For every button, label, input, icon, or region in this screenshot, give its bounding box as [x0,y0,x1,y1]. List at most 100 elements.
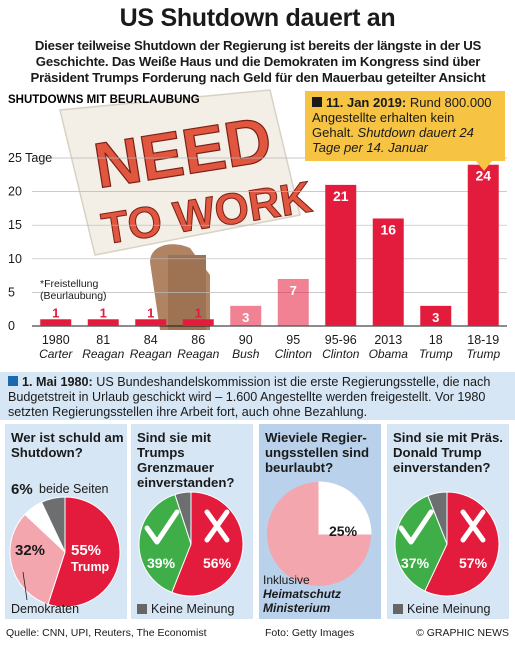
bar [467,164,499,326]
bar-value-label: 16 [380,221,396,237]
pie-slice-democrats [9,513,66,605]
x-tick-label: 86 [191,333,205,347]
trump-label: Trump [71,560,110,574]
x-president-label: Trump [466,347,500,361]
x-president-label: Bush [232,347,260,361]
bar-value-label: 1 [195,305,202,320]
copyright: © GRAPHIC NEWS [416,627,509,639]
both-pct-label: 6% [11,481,33,498]
source-text: Quelle: CNN, UPI, Reuters, The Economist [6,627,207,639]
dem-footer: Demokraten [11,602,80,616]
grey-swatch-icon [137,604,147,614]
bar-value-label: 3 [242,310,249,325]
x-president-label: Reagan [177,347,219,361]
x-president-label: Clinton [275,347,313,361]
x-president-label: Clinton [322,347,360,361]
y-tick-label: 0 [8,319,15,333]
y-tick-label: 5 [8,285,15,299]
both-label: beide Seiten [39,482,109,496]
page-title: US Shutdown dauert an [119,4,396,32]
pie-slice-no-opinion [174,491,192,545]
cross-icon [460,509,486,543]
bar [277,278,309,326]
bar [40,319,72,326]
bar-value-label: 1 [100,305,107,320]
pie-slice-yes [138,493,192,593]
photo-credit: Foto: Getty Images [265,627,355,639]
x-president-label: Reagan [82,347,124,361]
info-italic: Shutdown dauert 24 Tage per 14. Januar [312,125,474,155]
bar-series: 1 1 1 1 3 7 21 16 3 24 [40,164,499,326]
poll-question: Sind sie mit Präs. Donald Trump einverst… [393,430,503,475]
x-tick-label: 81 [96,333,110,347]
pie-chart-approval: 37% 57% [394,491,500,597]
bar-value-label: 21 [333,188,349,204]
y-tick-label: 20 [8,185,22,199]
x-tick-label: 95-96 [325,333,357,347]
annotation-line1: *Freistellung (Beurlaubung) [40,278,107,302]
poll-panel-agencies: Wieviele Regier-ungsstellen sind beurlau… [259,424,381,619]
x-tick-label: 18-19 [467,333,499,347]
pie-slice-no-opinion [427,491,448,545]
history-note: 1. Mai 1980: US Bundeshandelskommission … [0,372,515,420]
check-icon [398,509,434,545]
note-text: US Bundeshandelskommission ist die erste… [8,375,491,419]
leader-line [22,571,28,601]
no-pct-label: 56% [203,555,232,571]
x-tick-label: 2013 [374,333,402,347]
protest-photo: NEED TO WORK [59,89,316,330]
info-text: Rund 800.000 Angestellte erhalten kein G… [312,95,492,140]
pie-chart-blame: 6% beide Seiten 32% 55% Trump [9,481,121,608]
info-date: 11. Jan 2019: [326,95,407,110]
x-tick-labels: 1980Carter81Reagan84Reagan86Reagan90Bush… [39,333,500,361]
no-opinion-legend: Keine Meinung [137,602,234,616]
bar [87,319,119,326]
x-president-label: Trump [419,347,453,361]
bar [420,305,452,326]
bar [230,305,262,326]
pie-chart-wall: 39% 56% [138,491,244,597]
placard-sign [59,89,301,256]
y-tick-label: 10 [8,252,22,266]
bar [182,319,214,326]
poll-question: Wieviele Regier-ungsstellen sind beurlau… [265,430,370,475]
x-president-label: Obama [369,347,409,361]
dem-pct-label: 32% [15,542,45,559]
poll-question: Wer ist schuld am Shutdown? [11,430,124,460]
x-tick-label: 1980 [42,333,70,347]
y-tick-label: 15 [8,218,22,232]
x-tick-label: 84 [144,333,158,347]
pie-chart-agencies: 25% Inklusive [263,481,372,587]
poll-panel-wall: Sind sie mit Trumps Grenzmauer einversta… [131,424,253,619]
poll-question: Sind sie mit Trumps Grenzmauer einversta… [137,430,235,490]
bar-value-label: 24 [475,168,491,184]
poll-panel-blame: Wer ist schuld am Shutdown? 6% beide Sei… [5,424,127,619]
callout-pointer [476,161,492,171]
poll-panel-approval: Sind sie mit Präs. Donald Trump einverst… [387,424,509,619]
bar [372,218,404,326]
trump-pct-label: 55% [71,542,101,559]
cross-icon [204,509,230,543]
grey-swatch-icon [393,604,403,614]
x-president-label: Reagan [130,347,172,361]
square-bullet-icon [8,376,18,386]
pie-slice-other [40,496,66,553]
x-president-label: Carter [39,347,73,361]
pie-slice-furloughed [318,481,372,535]
bar-value-label: 7 [290,283,297,298]
bar-value-label: 1 [52,305,59,320]
agency-pct-label: 25% [329,523,358,539]
y-tick-label: 25 Tage [8,151,52,165]
bar [135,319,167,326]
bar-value-label: 1 [147,305,154,320]
no-pct-label: 57% [459,555,488,571]
footer-line1: Inklusive [263,573,310,587]
check-icon [144,509,180,545]
pie-slice-trump [47,496,121,608]
x-tick-label: 95 [286,333,300,347]
chart-title: SHUTDOWNS MIT BEURLAUBUNG [8,94,200,106]
yes-pct-label: 37% [401,555,430,571]
square-bullet-icon [312,97,322,107]
bar-value-label: 3 [432,310,439,325]
bar-chart: NEED TO WORK SHUTDOWNS MIT BEURLAUBUNG 0… [8,89,507,361]
